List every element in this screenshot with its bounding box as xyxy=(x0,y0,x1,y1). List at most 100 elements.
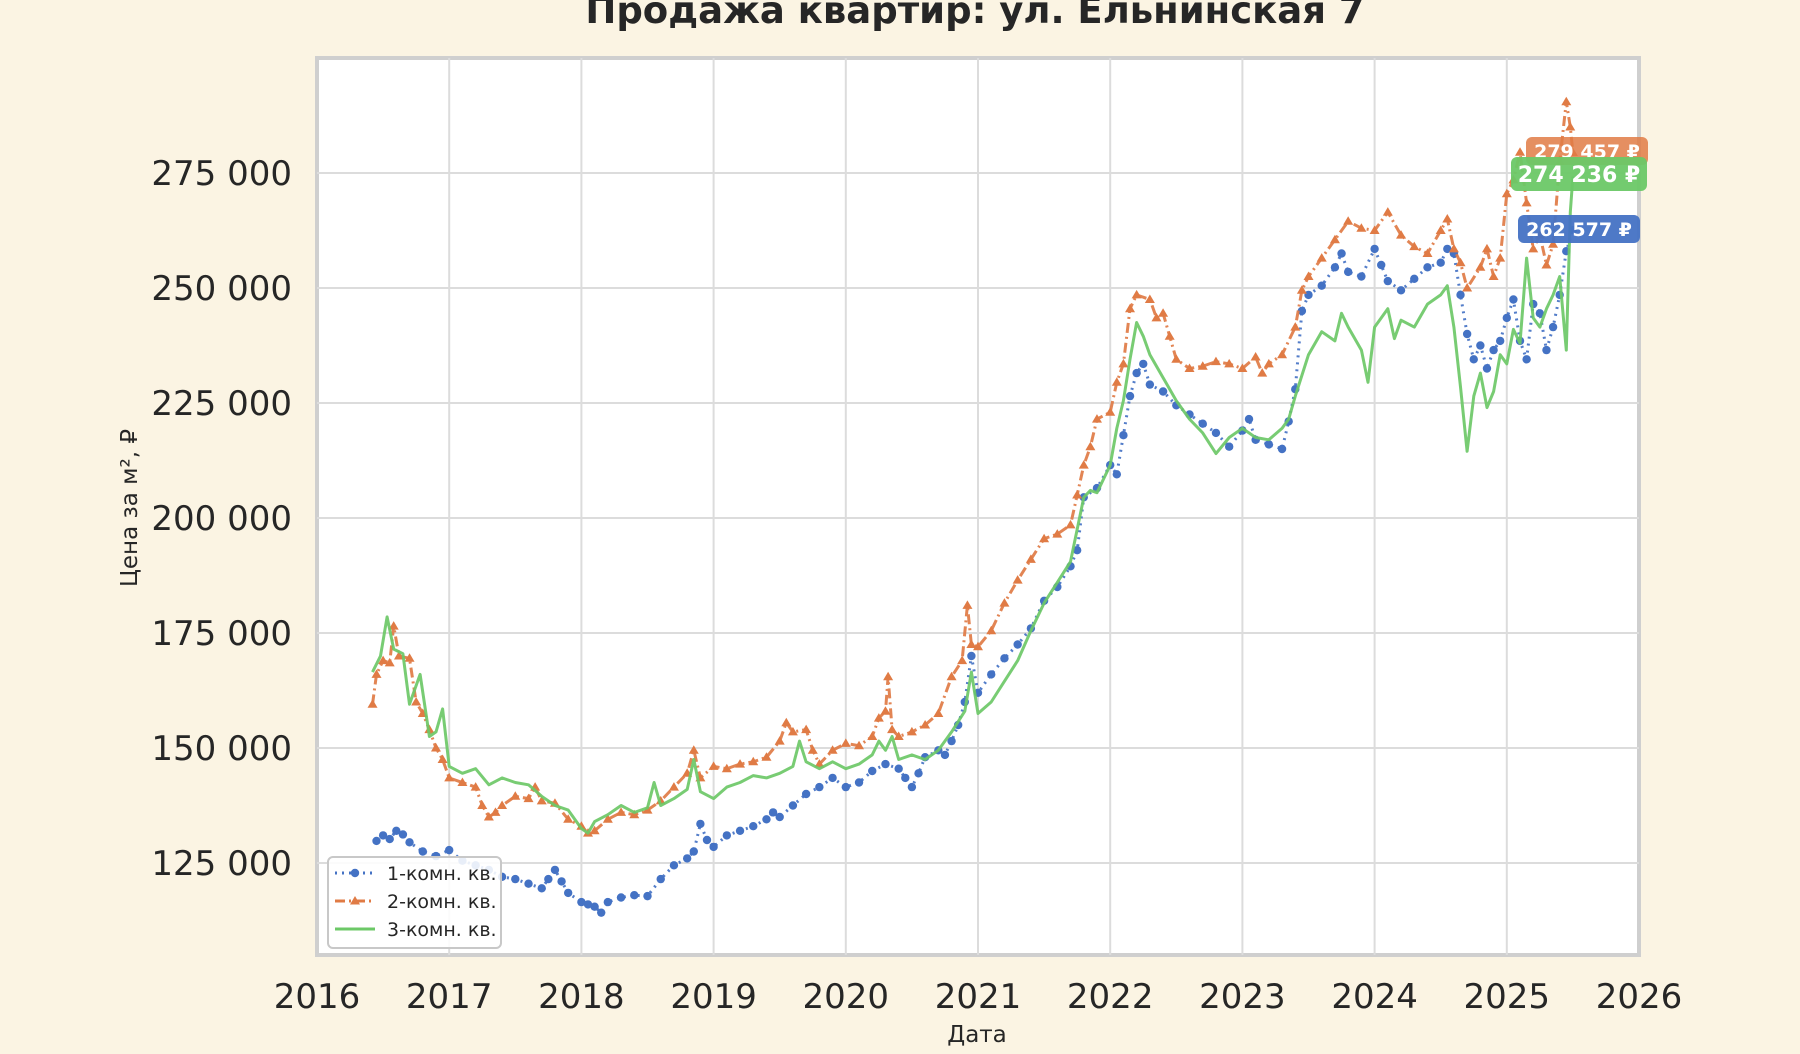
data-point xyxy=(404,653,415,662)
data-point xyxy=(1455,257,1466,267)
data-point xyxy=(957,655,968,665)
y-tick-label: 225 000 xyxy=(151,384,292,424)
data-point xyxy=(867,731,878,740)
legend-marker xyxy=(350,868,360,878)
data-point xyxy=(966,639,977,648)
series-2 xyxy=(367,96,1578,837)
data-point xyxy=(1476,341,1485,350)
data-point xyxy=(933,708,944,717)
y-tick-label: 125 000 xyxy=(151,844,292,884)
data-point xyxy=(1448,243,1459,253)
data-point xyxy=(1383,276,1393,286)
x-tick-label: 2022 xyxy=(1067,977,1154,1017)
data-point xyxy=(470,782,481,791)
data-point xyxy=(1369,225,1380,234)
data-point xyxy=(1039,533,1050,543)
data-point xyxy=(1296,285,1307,294)
data-point xyxy=(1501,188,1512,198)
data-point xyxy=(920,720,931,729)
data-point xyxy=(1442,214,1453,223)
data-point xyxy=(1078,460,1089,469)
data-point xyxy=(603,897,613,907)
y-tick-label: 275 000 xyxy=(151,154,292,194)
data-point xyxy=(722,831,732,840)
legend-marker xyxy=(350,896,360,905)
data-point xyxy=(1329,234,1340,244)
data-point xyxy=(1435,225,1446,234)
data-point xyxy=(1489,345,1498,355)
data-point xyxy=(762,815,771,824)
data-point xyxy=(1304,290,1313,300)
data-point xyxy=(1052,529,1063,538)
data-point xyxy=(557,877,566,886)
data-point xyxy=(1105,407,1116,416)
data-point xyxy=(1343,267,1353,277)
last-value-label-3: 274 236 ₽ xyxy=(1511,157,1647,191)
data-point xyxy=(973,641,983,651)
data-point xyxy=(1250,352,1261,361)
data-point xyxy=(378,655,389,665)
legend-label: 1-комн. кв. xyxy=(387,863,497,885)
data-point xyxy=(1343,216,1354,225)
data-point xyxy=(1118,358,1129,368)
data-point xyxy=(1297,306,1307,316)
y-tick-label: 250 000 xyxy=(151,269,292,309)
data-point xyxy=(1316,253,1327,262)
data-point xyxy=(524,879,533,888)
data-point xyxy=(1488,271,1499,280)
data-point xyxy=(1541,260,1552,269)
data-point xyxy=(577,897,586,907)
data-point xyxy=(1125,303,1136,313)
data-point xyxy=(1456,290,1465,300)
data-point xyxy=(1370,244,1379,254)
data-point xyxy=(1264,440,1274,449)
data-point xyxy=(708,761,719,770)
data-point xyxy=(1495,253,1506,262)
x-tick-label: 2020 xyxy=(803,977,890,1017)
data-point xyxy=(1131,289,1142,299)
data-point xyxy=(1065,519,1076,529)
data-point xyxy=(656,874,665,884)
data-point xyxy=(1436,258,1445,267)
data-point xyxy=(523,793,534,803)
data-point xyxy=(385,834,394,844)
data-point xyxy=(986,625,997,635)
data-point xyxy=(1522,355,1531,364)
last-value-label-1: 262 577 ₽ xyxy=(1518,215,1640,243)
data-point xyxy=(868,766,877,776)
data-point xyxy=(901,773,910,783)
grid-lines xyxy=(317,58,1639,955)
data-point xyxy=(840,738,851,747)
data-point xyxy=(987,670,996,679)
data-point xyxy=(1144,294,1155,303)
last-value-labels: 279 457 ₽274 236 ₽262 577 ₽ xyxy=(1511,137,1648,243)
legend-label: 3-комн. кв. xyxy=(387,919,497,941)
legend-label: 2-комн. кв. xyxy=(387,891,497,913)
data-point xyxy=(688,745,699,754)
data-point xyxy=(372,836,381,846)
data-point xyxy=(1112,470,1122,479)
data-point xyxy=(682,854,692,863)
legend-item-3: 3-комн. кв. xyxy=(335,919,497,941)
data-point xyxy=(457,777,468,786)
data-point xyxy=(563,888,573,898)
data-point xyxy=(735,826,745,835)
data-point xyxy=(418,847,427,856)
data-point xyxy=(801,789,811,799)
data-point xyxy=(1423,263,1432,272)
badge-text: 274 236 ₽ xyxy=(1518,163,1640,188)
data-point xyxy=(590,902,599,911)
data-point xyxy=(1382,207,1393,216)
data-point xyxy=(774,736,785,745)
data-point xyxy=(1158,387,1168,396)
data-point xyxy=(398,830,408,839)
data-point xyxy=(1171,354,1182,363)
data-point xyxy=(1210,356,1221,366)
data-point xyxy=(880,706,891,715)
y-axis-label: Цена за м², ₽ xyxy=(117,429,143,587)
data-point xyxy=(1396,230,1407,239)
data-point xyxy=(1072,546,1082,555)
data-point xyxy=(589,825,600,835)
